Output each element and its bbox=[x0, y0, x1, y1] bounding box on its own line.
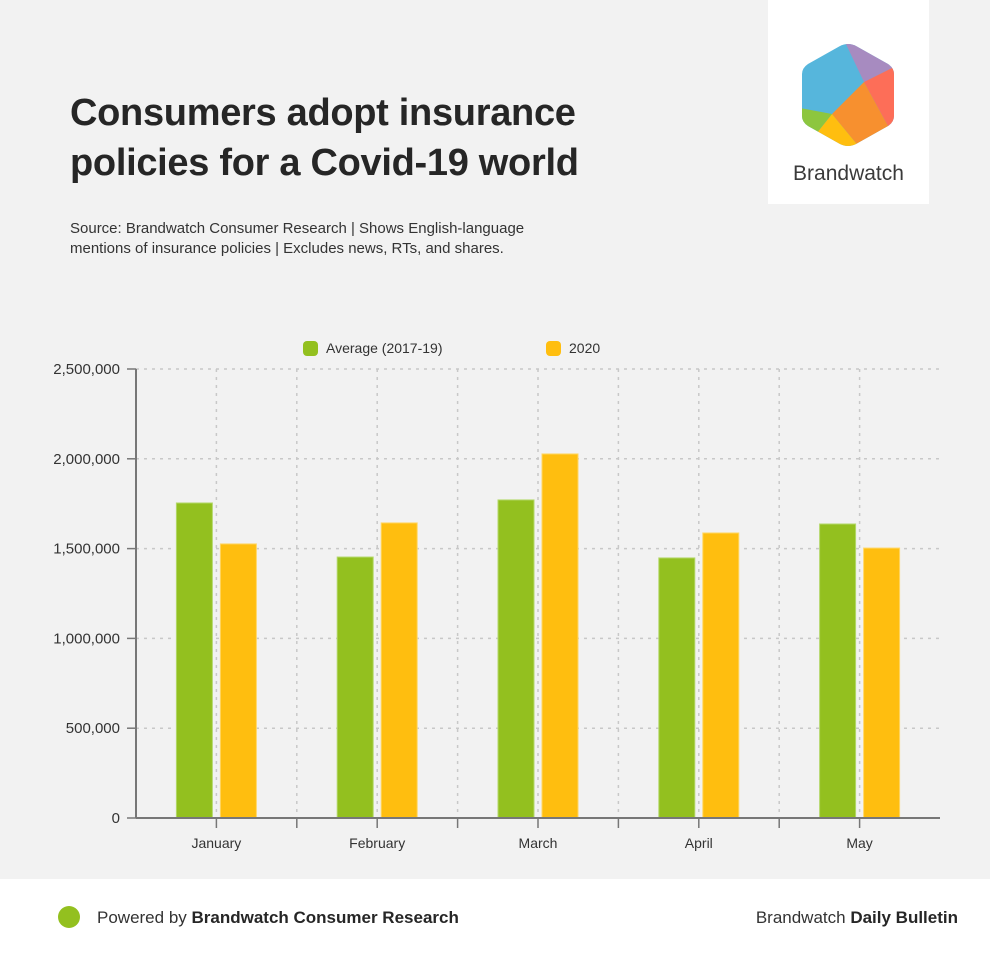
brand-dot-icon bbox=[58, 906, 80, 928]
y-tick-label: 0 bbox=[112, 810, 120, 827]
bars bbox=[175, 453, 901, 819]
legend: Average (2017-19) 2020 bbox=[303, 340, 600, 356]
x-tick-label: January bbox=[191, 835, 241, 851]
legend-label-2020: 2020 bbox=[569, 340, 600, 356]
bar-2020-january bbox=[219, 543, 257, 819]
y-tick-label: 1,000,000 bbox=[53, 630, 120, 647]
y-tick-label: 500,000 bbox=[66, 720, 120, 737]
y-tick-label: 1,500,000 bbox=[53, 541, 120, 558]
source-note: Source: Brandwatch Consumer Research | S… bbox=[70, 219, 524, 259]
bar-average-may bbox=[819, 523, 857, 819]
x-tick-label: March bbox=[519, 835, 558, 851]
bar-average-march bbox=[497, 499, 535, 819]
bar-average-february bbox=[336, 556, 374, 819]
source-line-2: mentions of insurance policies | Exclude… bbox=[70, 240, 504, 257]
bar-2020-march bbox=[541, 453, 579, 819]
legend-label-average: Average (2017-19) bbox=[326, 340, 442, 356]
chart-title: Consumers adopt insurance policies for a… bbox=[70, 88, 579, 188]
powered-by-brand: Brandwatch Consumer Research bbox=[191, 908, 459, 927]
x-tick-label: February bbox=[349, 835, 405, 851]
legend-swatch-average bbox=[303, 341, 318, 356]
grid-lines bbox=[136, 368, 940, 818]
y-tick-label: 2,000,000 bbox=[53, 451, 120, 468]
source-line-1: Source: Brandwatch Consumer Research | S… bbox=[70, 220, 525, 237]
title-line-2: policies for a Covid-19 world bbox=[70, 142, 579, 184]
x-tick-label: April bbox=[685, 835, 713, 851]
bar-chart: 0 500,000 1,000,000 1,500,000 2,000,000 2,500… bbox=[53, 340, 940, 851]
title-line-1: Consumers adopt insurance bbox=[70, 92, 576, 134]
bar-2020-february bbox=[380, 522, 418, 819]
bar-average-january bbox=[175, 502, 213, 819]
legend-swatch-2020 bbox=[546, 341, 561, 356]
bulletin-prefix: Brandwatch bbox=[755, 908, 851, 927]
bulletin-name: Daily Bulletin bbox=[850, 908, 958, 927]
bar-2020-may bbox=[863, 547, 901, 819]
powered-by-prefix: Powered by bbox=[97, 908, 192, 927]
bar-2020-april bbox=[702, 532, 740, 819]
bar-average-april bbox=[658, 557, 696, 819]
y-tick-label: 2,500,000 bbox=[53, 361, 120, 378]
brandwatch-logo-icon bbox=[802, 44, 894, 146]
axes: 0 500,000 1,000,000 1,500,000 2,000,000 2,500… bbox=[53, 361, 940, 851]
brand-logo-card: Brandwatch bbox=[768, 0, 929, 204]
footer: Powered by Brandwatch Consumer Research … bbox=[0, 879, 990, 955]
bulletin-text: Brandwatch Daily Bulletin bbox=[756, 908, 958, 928]
brand-logo-text: Brandwatch bbox=[793, 162, 904, 185]
powered-by-text: Powered by Brandwatch Consumer Research bbox=[97, 908, 459, 928]
x-tick-label: May bbox=[846, 835, 872, 851]
